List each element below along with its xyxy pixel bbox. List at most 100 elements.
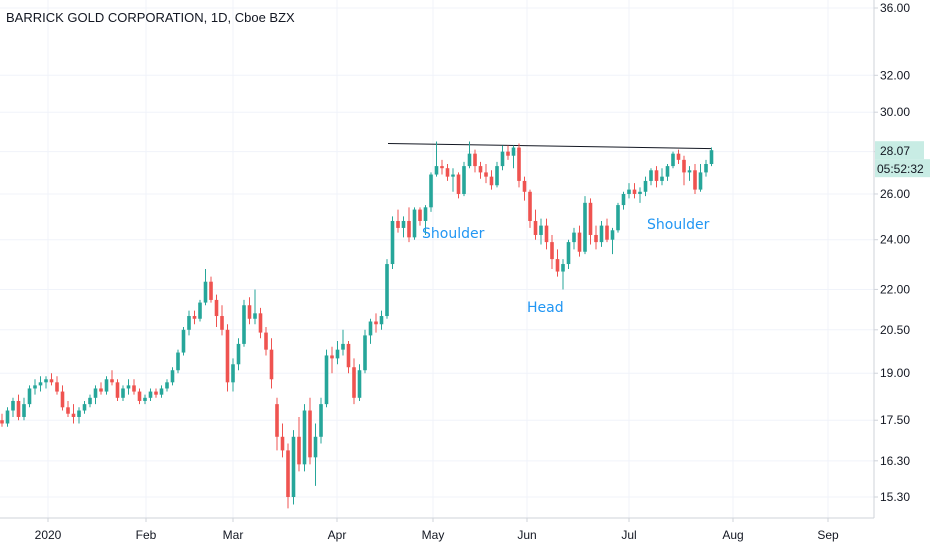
candle[interactable] [396,209,400,233]
candle[interactable] [341,329,345,356]
candle[interactable] [253,289,257,325]
candle[interactable] [654,166,659,188]
candle[interactable] [643,176,648,197]
candle[interactable] [346,341,351,374]
candle[interactable] [231,358,235,392]
candle[interactable] [275,397,279,451]
candle[interactable] [632,183,637,199]
candle[interactable] [159,385,164,398]
candle[interactable] [544,218,549,250]
time-axis[interactable]: 2020 Feb Mar Apr May Jun Jul Aug Sep [35,518,839,542]
candle[interactable] [209,276,213,303]
candle[interactable] [258,307,263,339]
candle[interactable] [539,218,543,245]
candle[interactable] [511,145,516,169]
candle[interactable] [390,216,395,270]
candle[interactable] [467,141,472,169]
candle[interactable] [77,407,81,424]
candles-layer[interactable] [0,141,714,509]
candle[interactable] [16,394,21,421]
candle[interactable] [489,170,494,190]
candle[interactable] [214,294,219,328]
candle[interactable] [583,196,587,255]
candle[interactable] [610,227,615,255]
candle[interactable] [368,318,373,344]
candle[interactable] [104,376,109,395]
candle[interactable] [418,207,422,226]
candle[interactable] [132,379,136,395]
candle[interactable] [561,259,565,290]
candle[interactable] [682,155,686,186]
candle[interactable] [665,164,670,181]
candle[interactable] [22,397,26,421]
candle[interactable] [154,388,158,398]
candle[interactable] [49,373,54,386]
candle[interactable] [165,379,169,392]
candle[interactable] [704,159,708,177]
candle[interactable] [407,207,411,243]
candle[interactable] [401,216,406,238]
candle[interactable] [627,183,631,199]
candle[interactable] [269,338,274,389]
candle[interactable] [330,346,334,374]
candle[interactable] [121,385,125,401]
candle[interactable] [291,430,296,505]
candle[interactable] [357,364,362,401]
candle[interactable] [440,159,444,175]
candle[interactable] [286,443,290,509]
candle[interactable] [99,382,103,395]
candle[interactable] [660,168,664,186]
candle[interactable] [82,400,87,414]
candle[interactable] [0,413,4,427]
candle[interactable] [60,385,65,411]
candle[interactable] [187,310,191,336]
candle[interactable] [550,234,554,270]
candle[interactable] [572,227,576,250]
candle[interactable] [264,327,268,356]
candle[interactable] [687,166,692,181]
candle[interactable] [434,141,439,177]
candle[interactable] [671,151,675,169]
candle[interactable] [473,149,477,173]
candle[interactable] [33,379,37,395]
candle[interactable] [170,367,175,386]
candle[interactable] [66,400,70,417]
candle[interactable] [198,299,202,322]
candle[interactable] [242,299,246,347]
candle[interactable] [577,225,582,257]
candle[interactable] [137,388,142,405]
candle[interactable] [352,358,356,405]
candle[interactable] [302,404,307,472]
candle[interactable] [55,376,59,395]
candle[interactable] [506,145,510,160]
candle[interactable] [517,143,521,188]
candle[interactable] [621,191,626,210]
candle[interactable] [192,310,197,325]
candle[interactable] [44,376,48,389]
candle[interactable] [363,329,367,374]
candle[interactable] [181,327,186,356]
candle[interactable] [451,168,455,192]
candle[interactable] [319,397,323,444]
candle[interactable] [11,397,15,417]
candle[interactable] [566,239,571,270]
candle[interactable] [5,407,10,427]
candle[interactable] [709,147,714,167]
candle[interactable] [110,370,114,386]
candle[interactable] [693,164,697,194]
candle[interactable] [495,161,499,188]
candle[interactable] [176,349,180,374]
candle[interactable] [220,305,224,336]
candle[interactable] [374,313,378,333]
candle[interactable] [297,416,301,472]
candle[interactable] [429,172,433,212]
candle[interactable] [385,259,389,319]
candle[interactable] [88,394,92,408]
candle[interactable] [71,404,76,424]
candle[interactable] [203,269,208,306]
candle[interactable] [478,161,483,179]
candle[interactable] [27,385,32,408]
candle[interactable] [247,297,252,325]
candle[interactable] [38,376,43,392]
neckline[interactable] [387,143,713,150]
